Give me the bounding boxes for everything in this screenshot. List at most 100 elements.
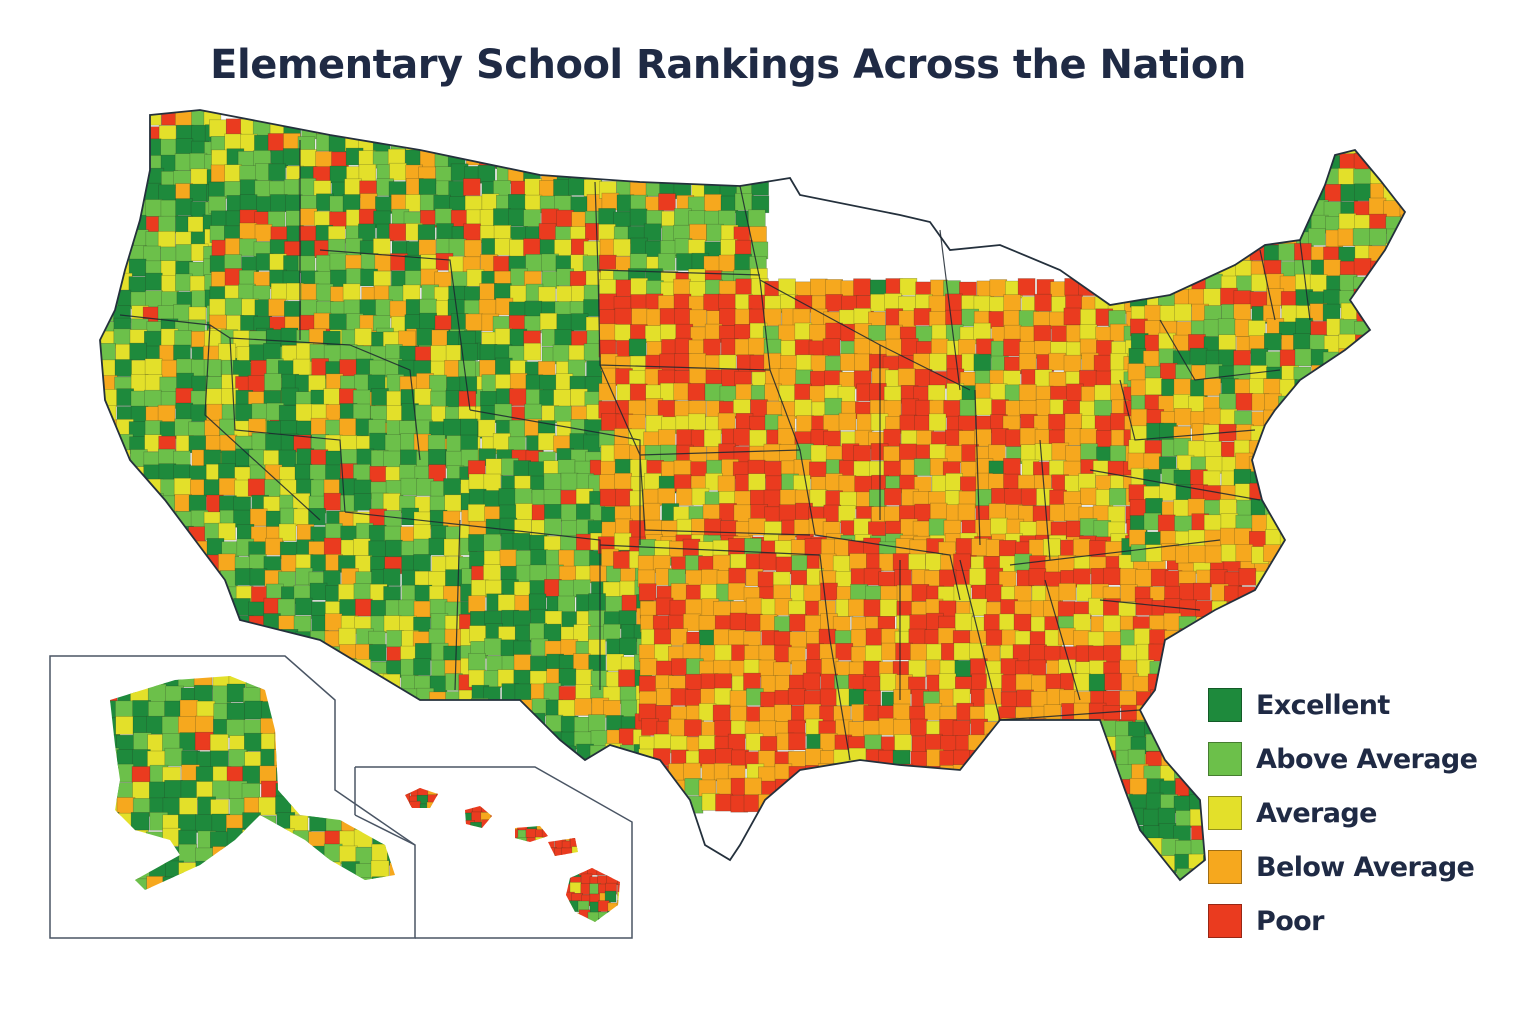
county-cell <box>463 223 481 242</box>
county-cell <box>483 533 502 552</box>
county-cell <box>210 750 229 770</box>
county-cell <box>188 552 206 571</box>
county-cell <box>100 552 118 571</box>
county-cell <box>561 847 573 860</box>
county-cell <box>329 252 348 271</box>
county-cell <box>1095 277 1113 296</box>
county-cell <box>569 918 581 922</box>
county-cell <box>100 435 118 453</box>
county-cell <box>638 583 657 602</box>
county-cell <box>203 601 221 619</box>
county-cell <box>371 732 391 751</box>
county-cell <box>1220 170 1239 188</box>
county-cell <box>1278 184 1296 202</box>
county-cell <box>405 911 412 922</box>
county-cell <box>110 863 119 882</box>
county-cell <box>509 388 527 407</box>
county-cell <box>1265 153 1283 171</box>
county-cell <box>567 147 586 166</box>
county-cell <box>590 829 602 842</box>
county-cell <box>159 538 178 556</box>
county-cell <box>954 779 973 797</box>
legend-item-excellent: Excellent <box>1208 678 1477 732</box>
county-cell <box>114 511 132 530</box>
county-cell <box>1311 155 1329 174</box>
county-cell <box>804 538 823 556</box>
county-cell <box>758 553 777 571</box>
county-cell <box>1100 856 1119 874</box>
county-cell <box>668 763 686 781</box>
county-cell <box>1281 545 1299 564</box>
county-cell <box>144 389 162 408</box>
county-cell <box>322 690 341 708</box>
county-cell <box>115 763 134 783</box>
county-cell <box>1217 246 1236 264</box>
county-cell <box>1222 629 1241 648</box>
county-cell <box>1250 155 1268 173</box>
county-cell <box>1131 183 1149 201</box>
county-cell <box>385 705 404 723</box>
county-cell <box>523 209 541 227</box>
county-cell <box>473 901 486 914</box>
county-cell <box>1159 138 1177 156</box>
county-cell <box>1309 455 1328 473</box>
county-cell <box>575 669 594 687</box>
county-cell <box>529 746 548 764</box>
county-cell <box>405 893 413 906</box>
county-cell <box>506 902 519 915</box>
county-cell <box>1286 645 1304 664</box>
county-cell <box>983 614 1002 632</box>
county-cell <box>483 490 502 508</box>
county-cell <box>1088 673 1107 692</box>
county-cell <box>1265 423 1284 442</box>
county-cell <box>614 307 633 326</box>
county-cell <box>1172 199 1191 217</box>
county-cell <box>1157 514 1176 533</box>
county-cell <box>1371 425 1389 443</box>
county-cell <box>497 793 510 805</box>
county-cell <box>100 480 116 499</box>
county-cell <box>543 800 556 813</box>
county-cell <box>524 300 543 319</box>
county-cell <box>386 630 404 648</box>
county-cell <box>1370 545 1388 563</box>
county-cell <box>516 855 529 868</box>
county-cell <box>462 178 481 196</box>
county-cell <box>598 788 611 798</box>
county-cell <box>974 519 993 538</box>
county-cell <box>147 683 167 703</box>
county-cell <box>1028 568 1047 586</box>
county-cell <box>100 185 117 204</box>
county-cell <box>115 676 135 689</box>
county-cell <box>541 164 559 182</box>
county-cell <box>1131 259 1149 278</box>
county-cell <box>131 582 150 601</box>
county-cell <box>481 819 493 832</box>
county-cell <box>478 117 497 136</box>
county-cell <box>838 412 857 431</box>
county-cell <box>1029 734 1048 752</box>
county-cell <box>482 686 501 705</box>
county-cell <box>398 599 417 618</box>
county-cell <box>1400 318 1405 336</box>
county-cell <box>1206 185 1224 204</box>
county-cell <box>1043 718 1062 737</box>
county-cell <box>1143 186 1162 205</box>
county-cell <box>954 660 973 678</box>
county-cell <box>131 657 149 676</box>
county-cell <box>822 338 841 357</box>
county-cell <box>1203 378 1222 396</box>
county-cell <box>100 646 117 664</box>
county-cell <box>1203 216 1221 235</box>
county-cell <box>516 837 529 849</box>
county-cell <box>570 819 583 832</box>
county-cell <box>1130 886 1147 903</box>
county-cell <box>115 201 133 220</box>
county-cell <box>544 900 557 913</box>
county-cell <box>1355 543 1374 561</box>
county-cell <box>1065 445 1083 464</box>
county-cell <box>1339 424 1358 443</box>
county-cell <box>146 875 165 890</box>
legend-item-below-average: Below Average <box>1208 840 1477 894</box>
county-cell <box>515 802 528 815</box>
